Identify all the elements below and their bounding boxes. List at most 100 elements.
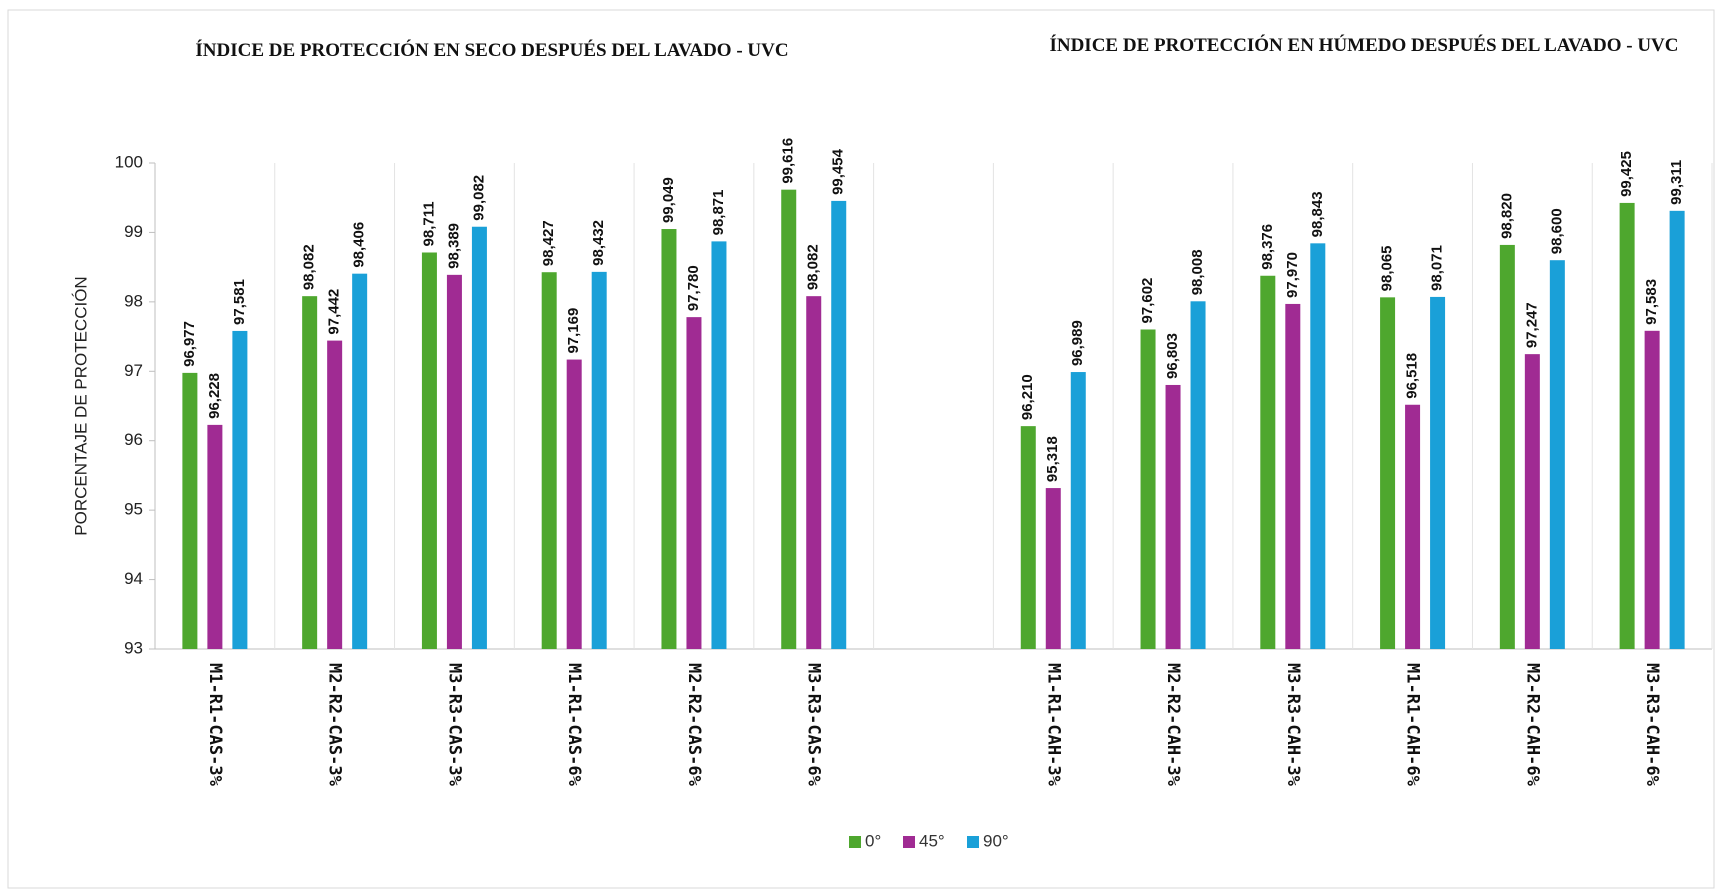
y-tick-label: 97 xyxy=(124,361,143,380)
data-label: 98,820 xyxy=(1498,193,1515,239)
bar xyxy=(1499,244,1515,649)
bar xyxy=(1310,243,1326,649)
legend-swatch xyxy=(849,836,861,848)
data-label: 97,442 xyxy=(326,289,343,335)
bar xyxy=(1045,488,1061,649)
x-tick-label: M1-R1-CAH-6% xyxy=(1403,663,1423,787)
bar xyxy=(1524,354,1540,649)
data-label: 98,389 xyxy=(445,223,462,269)
legend-swatch xyxy=(967,836,979,848)
data-label: 97,169 xyxy=(565,308,582,354)
data-label: 98,843 xyxy=(1309,191,1326,237)
bar xyxy=(1669,210,1685,649)
x-tick-label: M1-R1-CAS-6% xyxy=(564,663,584,787)
data-label: 99,049 xyxy=(660,177,677,223)
x-tick-label: M3-R3-CAH-6% xyxy=(1642,663,1662,787)
bar xyxy=(1190,301,1206,649)
data-label: 99,082 xyxy=(470,175,487,221)
data-label: 96,989 xyxy=(1069,320,1086,366)
y-tick-label: 94 xyxy=(124,569,143,588)
legend-swatch xyxy=(903,836,915,848)
bar xyxy=(471,226,487,650)
bar xyxy=(1619,202,1635,649)
data-label: 99,425 xyxy=(1618,151,1635,197)
x-tick-label: M2-R2-CAS-6% xyxy=(684,663,704,787)
data-label: 96,518 xyxy=(1404,353,1421,399)
x-tick-label: M3-R3-CAH-3% xyxy=(1283,663,1303,787)
bar xyxy=(806,296,822,649)
x-tick-label: M2-R2-CAS-3% xyxy=(325,663,345,787)
bar xyxy=(1644,330,1660,649)
data-label: 98,082 xyxy=(301,244,318,290)
bar xyxy=(327,340,343,649)
y-tick-label: 95 xyxy=(124,500,143,519)
x-tick-label: M2-R2-CAH-3% xyxy=(1163,663,1183,787)
data-label: 97,583 xyxy=(1643,279,1660,325)
bar xyxy=(1165,384,1181,649)
chart-title: ÍNDICE DE PROTECCIÓN EN SECO DESPUÉS DEL… xyxy=(195,40,789,61)
bar xyxy=(591,271,607,649)
x-tick-label: M1-R1-CAH-3% xyxy=(1043,663,1063,787)
data-label: 96,977 xyxy=(181,321,198,367)
data-label: 98,871 xyxy=(710,189,727,235)
y-axis-label: PORCENTAJE DE PROTECCIÓN xyxy=(71,276,90,535)
legend-label: 90° xyxy=(983,831,1009,850)
bar xyxy=(1140,329,1156,649)
data-label: 98,432 xyxy=(590,220,607,266)
data-label: 99,616 xyxy=(780,138,797,184)
bar xyxy=(1285,303,1301,649)
bar xyxy=(352,273,368,649)
data-label: 99,454 xyxy=(830,148,847,195)
data-label: 97,247 xyxy=(1523,302,1540,348)
y-tick-label: 99 xyxy=(124,222,143,241)
data-label: 95,318 xyxy=(1044,436,1061,482)
data-label: 98,406 xyxy=(351,222,368,268)
bar xyxy=(1020,426,1036,649)
y-tick-label: 93 xyxy=(124,638,143,657)
bar xyxy=(182,372,198,649)
data-label: 98,427 xyxy=(540,220,557,266)
x-tick-label: M3-R3-CAS-6% xyxy=(804,663,824,787)
y-tick-label: 100 xyxy=(115,152,143,171)
data-label: 97,970 xyxy=(1284,252,1301,298)
bar xyxy=(831,200,847,649)
data-label: 97,581 xyxy=(231,279,248,325)
chart-title: ÍNDICE DE PROTECCIÓN EN HÚMEDO DESPUÉS D… xyxy=(1049,35,1679,56)
bar xyxy=(781,189,797,649)
data-label: 96,803 xyxy=(1164,333,1181,379)
data-label: 98,082 xyxy=(805,244,822,290)
x-tick-label: M1-R1-CAS-3% xyxy=(205,663,225,787)
data-label: 96,228 xyxy=(206,373,223,419)
bar xyxy=(1549,260,1565,649)
data-label: 97,602 xyxy=(1139,278,1156,324)
bar xyxy=(446,274,462,649)
bar xyxy=(1430,296,1446,649)
bar xyxy=(711,241,727,649)
legend-label: 45° xyxy=(919,831,945,850)
data-label: 98,065 xyxy=(1379,245,1396,291)
bar xyxy=(302,296,318,649)
bar xyxy=(1070,372,1086,649)
data-label: 98,600 xyxy=(1548,208,1565,254)
data-label: 99,311 xyxy=(1668,160,1685,205)
data-label: 96,210 xyxy=(1019,374,1036,420)
y-tick-label: 96 xyxy=(124,430,143,449)
data-label: 98,071 xyxy=(1429,245,1446,291)
bar xyxy=(1260,275,1276,649)
frame xyxy=(7,9,1715,889)
data-label: 98,008 xyxy=(1189,249,1206,295)
bar xyxy=(232,330,248,649)
bar xyxy=(421,252,437,650)
data-label: 97,780 xyxy=(685,265,702,311)
x-tick-label: M2-R2-CAH-6% xyxy=(1522,663,1542,787)
bar xyxy=(207,424,223,649)
legend-label: 0° xyxy=(865,831,881,850)
bar xyxy=(1405,404,1421,649)
bar xyxy=(566,359,582,649)
bar xyxy=(686,317,702,649)
data-label: 98,376 xyxy=(1259,224,1276,270)
bar xyxy=(1380,297,1396,649)
bar xyxy=(661,229,677,650)
